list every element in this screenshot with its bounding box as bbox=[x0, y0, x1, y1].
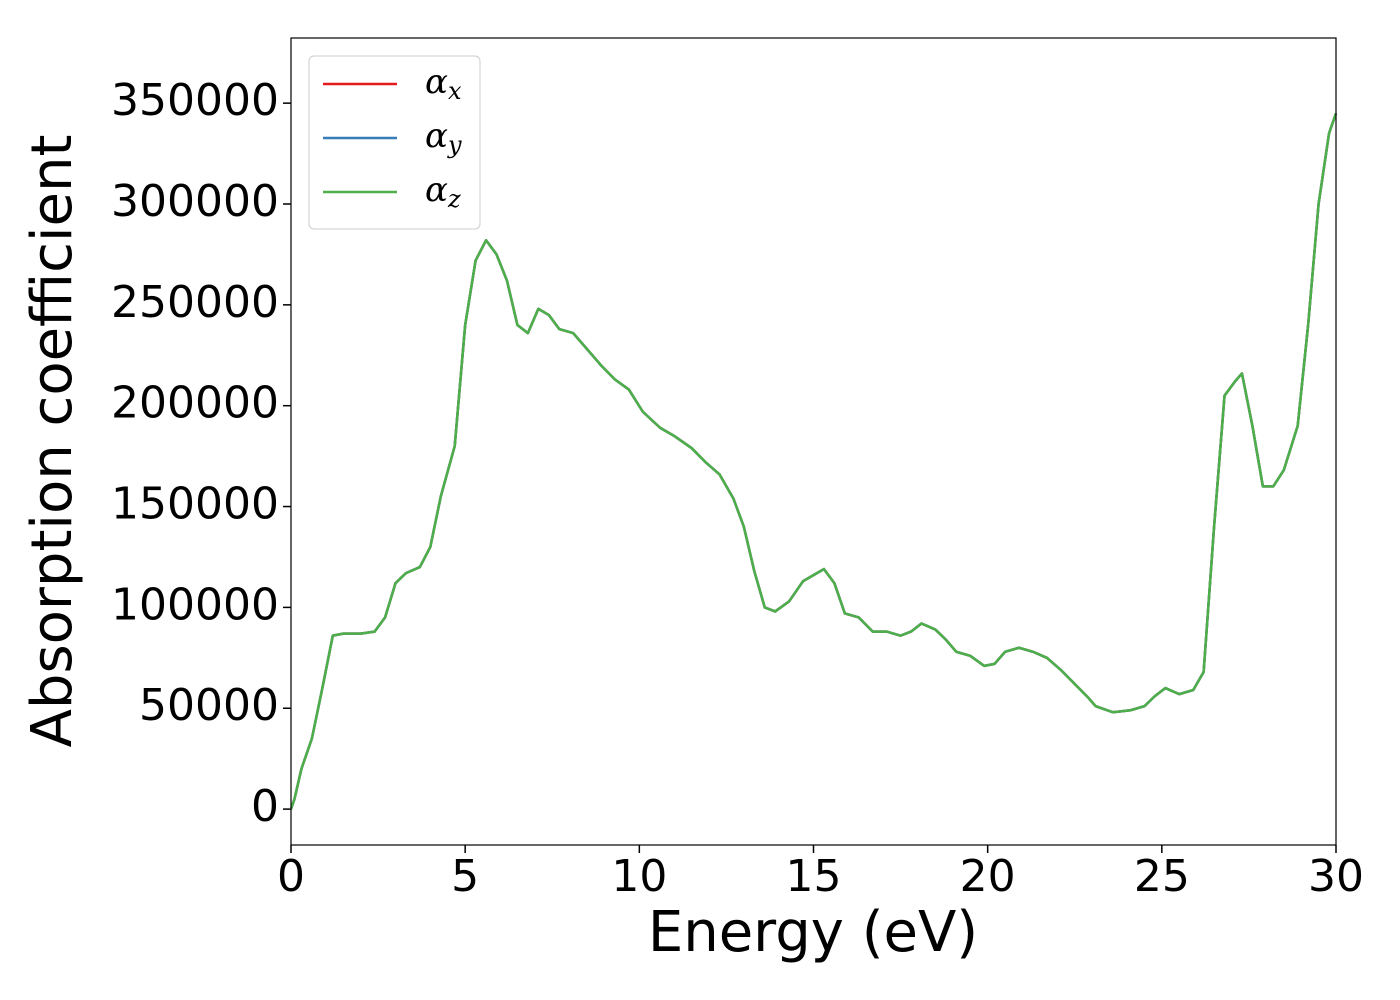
y-tick-label: 50000 bbox=[139, 680, 279, 731]
x-tick-label: 30 bbox=[1308, 851, 1364, 902]
y-tick-label: 300000 bbox=[111, 176, 279, 227]
y-tick-label: 200000 bbox=[111, 378, 279, 429]
legend-label: αx bbox=[425, 62, 462, 105]
data-line bbox=[289, 112, 1338, 810]
legend-label: αy bbox=[425, 116, 462, 159]
x-tick-label: 5 bbox=[451, 851, 479, 902]
y-tick-label: 350000 bbox=[111, 75, 279, 126]
y-tick-label: 250000 bbox=[111, 277, 279, 328]
x-tick-label: 0 bbox=[277, 851, 305, 902]
x-axis-label: Energy (eV) bbox=[648, 900, 978, 965]
x-tick-label: 15 bbox=[786, 851, 842, 902]
y-tick-label: 0 bbox=[251, 781, 279, 832]
y-tick-label: 150000 bbox=[111, 479, 279, 530]
x-tick-label: 10 bbox=[611, 851, 667, 902]
x-tick-label: 20 bbox=[960, 851, 1016, 902]
x-tick-label: 25 bbox=[1134, 851, 1190, 902]
legend-label: αz bbox=[425, 170, 461, 213]
y-axis-label: Absorption coefficient bbox=[20, 135, 85, 748]
plot-frame bbox=[290, 37, 1337, 846]
legend-box bbox=[308, 55, 481, 230]
y-tick-label: 100000 bbox=[111, 579, 279, 630]
